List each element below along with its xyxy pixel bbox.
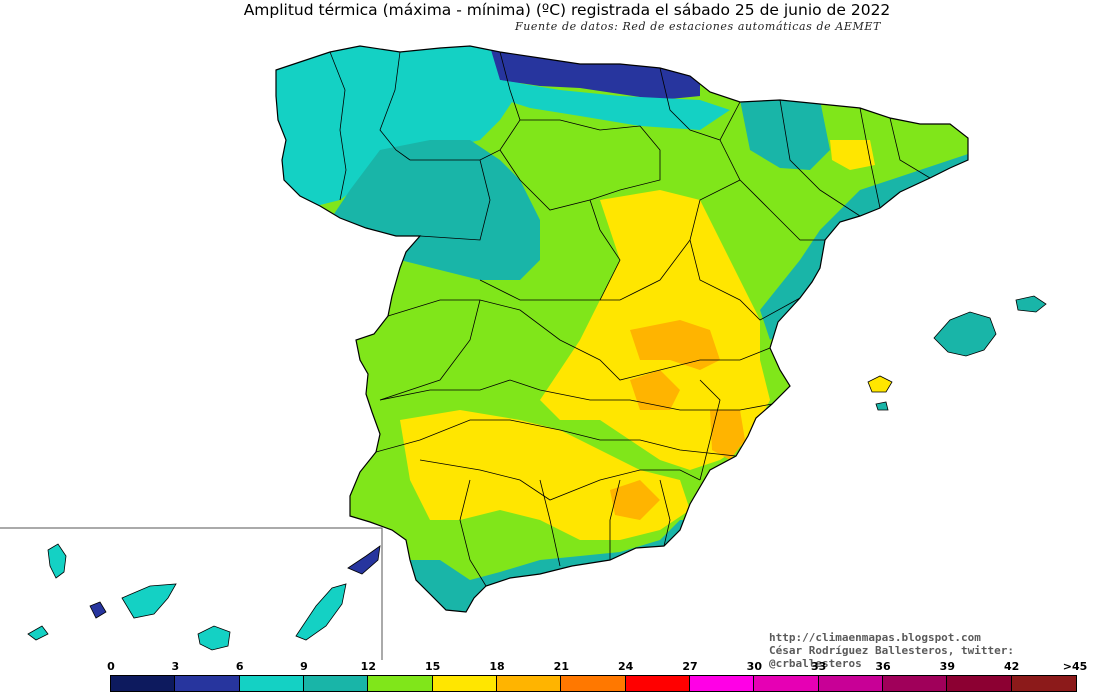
- iberian-peninsula: [275, 45, 969, 613]
- legend-swatch: [882, 676, 948, 691]
- legend-swatch: [625, 676, 690, 691]
- legend-ticks: 0 3 6 9 12 15 18 21 24 27 30 33 36 39 42 >45: [0, 660, 1098, 674]
- legend-swatch: [689, 676, 755, 691]
- legend-tick-label: 21: [553, 660, 569, 673]
- legend-tick-label: >45: [1062, 660, 1088, 673]
- ebro-teal-zone: [740, 100, 830, 170]
- color-legend-bar: [110, 675, 1077, 692]
- legend-swatch: [496, 676, 562, 691]
- legend-tick-label: 27: [682, 660, 698, 673]
- fuerteventura: [295, 583, 347, 641]
- legend-tick-label: 12: [360, 660, 376, 673]
- region-boundaries: [275, 45, 969, 613]
- legend-tick-label: 36: [875, 660, 891, 673]
- legend-swatch: [432, 676, 497, 691]
- cantabrian-cyan-zone: [500, 80, 730, 130]
- legend-tick-label: 9: [300, 660, 308, 673]
- legend-swatch: [754, 676, 819, 691]
- orange-peak-zone-3: [710, 410, 745, 460]
- legend-tick-label: 15: [425, 660, 441, 673]
- el-hierro: [27, 625, 49, 641]
- legend-tick-label: 30: [746, 660, 762, 673]
- la-gomera: [89, 601, 107, 619]
- credit-url: http://climaenmapas.blogspot.com: [769, 631, 981, 644]
- tenerife: [121, 583, 177, 619]
- inset-frame: [0, 527, 383, 660]
- balearic-islands: [867, 295, 1047, 411]
- orange-peak-zone-1: [630, 320, 720, 370]
- legend-swatch: [947, 676, 1012, 691]
- legend-swatch: [1011, 676, 1076, 691]
- legend-swatch: [303, 676, 369, 691]
- legend-tick-label: 42: [1004, 660, 1020, 673]
- lanzarote: [347, 545, 381, 575]
- ibiza: [867, 375, 893, 393]
- orange-peak-zone-4: [610, 480, 660, 520]
- mallorca: [933, 311, 997, 357]
- legend-swatch: [175, 676, 240, 691]
- legend-swatch: [111, 676, 176, 691]
- map-title: Amplitud térmica (máxima - mínima) (ºC) …: [243, 1, 891, 19]
- northeast-yellow-patches: [830, 140, 875, 170]
- credit-author: César Rodríguez Ballesteros, twitter: @c…: [769, 644, 1015, 670]
- legend-tick-label: 39: [939, 660, 955, 673]
- legend-swatch: [368, 676, 433, 691]
- data-source-note: Fuente de datos: Red de estaciones autom…: [515, 20, 881, 33]
- menorca: [1015, 295, 1047, 313]
- northwest-cyan-zone: [276, 46, 520, 210]
- legend-tick-label: 0: [107, 660, 115, 673]
- legend-tick-label: 6: [235, 660, 244, 673]
- legend-swatch: [561, 676, 626, 691]
- legend-tick-label: 18: [489, 660, 505, 673]
- legend-swatch: [818, 676, 883, 691]
- formentera: [875, 401, 889, 411]
- gran-canaria: [197, 625, 231, 651]
- orange-peak-zone-2: [630, 370, 680, 410]
- legend-swatch: [239, 676, 304, 691]
- la-palma: [47, 543, 67, 579]
- legend-tick-label: 3: [171, 660, 180, 673]
- legend-tick-label: 33: [811, 660, 827, 673]
- legend-tick-label: 24: [618, 660, 634, 673]
- canary-inset: [0, 527, 383, 660]
